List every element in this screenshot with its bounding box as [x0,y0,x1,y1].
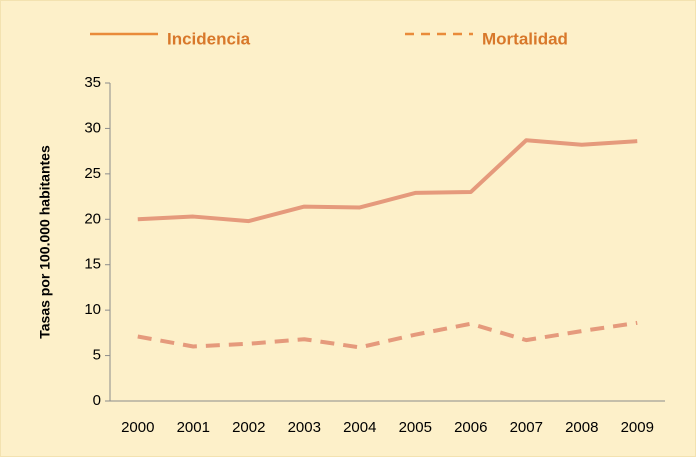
legend-label: Incidencia [167,29,251,48]
x-tick-label: 2001 [177,419,210,436]
y-tick-label: 30 [84,119,101,136]
x-tick-label: 2000 [121,419,154,436]
series-line [137,320,638,350]
x-tick-label: 2002 [232,419,265,436]
x-tick-label: 2008 [565,419,598,436]
y-tick-label: 15 [84,256,101,273]
y-axis-label: Tasas por 100.000 habitantes [37,145,53,339]
x-tick-label: 2003 [288,419,321,436]
x-tick-label: 2009 [621,419,654,436]
x-tick-label: 2005 [399,419,432,436]
x-tick-label: 2004 [343,419,376,436]
y-tick-label: 20 [84,210,101,227]
legend-label: Mortalidad [482,29,568,48]
y-tick-label: 35 [84,74,101,91]
y-tick-label: 10 [84,301,101,318]
y-tick-label: 0 [93,392,101,409]
x-tick-label: 2006 [454,419,487,436]
series-line [137,138,638,224]
y-tick-label: 5 [93,347,101,364]
x-tick-label: 2007 [510,419,543,436]
y-tick-label: 25 [84,165,101,182]
